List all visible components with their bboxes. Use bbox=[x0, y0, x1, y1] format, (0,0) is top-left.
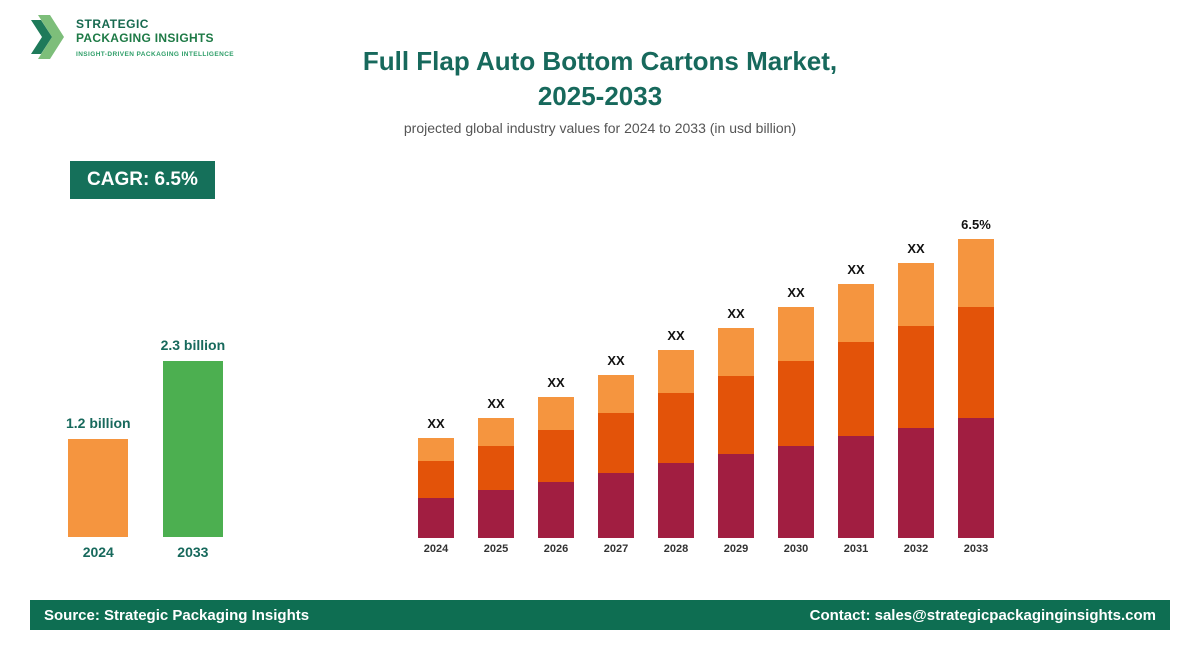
logo-line1: STRATEGIC bbox=[76, 17, 149, 31]
bar-stack bbox=[718, 328, 754, 538]
x-axis-label: 2027 bbox=[603, 543, 629, 555]
bar-value-label: XX bbox=[907, 241, 925, 256]
bar-stack bbox=[658, 350, 694, 538]
segment-middle bbox=[418, 461, 454, 498]
x-axis-label: 2025 bbox=[483, 543, 509, 555]
x-axis-label: 2028 bbox=[663, 543, 689, 555]
chart-subtitle: projected global industry values for 202… bbox=[403, 120, 797, 136]
segment-bottom bbox=[538, 482, 574, 538]
footer-source: Source: Strategic Packaging Insights bbox=[44, 606, 310, 624]
bar-value-label: XX bbox=[427, 416, 445, 431]
x-axis-label: 2031 bbox=[843, 543, 869, 555]
mini-bar-year-label: 2033 bbox=[177, 544, 209, 560]
x-axis-label: 2029 bbox=[723, 543, 749, 555]
segment-middle bbox=[958, 307, 994, 418]
bar-group: XX 2030 bbox=[778, 285, 814, 555]
main-chart: XX 2024 XX 2025 XX 2026 XX 2027 XX 2028 XX 2029 XX 20… bbox=[418, 217, 994, 555]
segment-bottom bbox=[838, 436, 874, 538]
mini-bar bbox=[162, 361, 223, 537]
bar-value-label: XX bbox=[547, 375, 565, 390]
bar-stack bbox=[778, 307, 814, 538]
segment-top bbox=[778, 307, 814, 361]
segment-bottom bbox=[718, 454, 754, 538]
bar-group: 6.5% 2033 bbox=[958, 217, 994, 555]
bar-value-label: 6.5% bbox=[961, 217, 991, 232]
cagr-badge: CAGR: 6.5% bbox=[70, 161, 215, 199]
bar-group: XX 2027 bbox=[598, 353, 634, 555]
segment-top bbox=[718, 328, 754, 376]
segment-bottom bbox=[958, 418, 994, 538]
mini-bar-group: 2.3 billion 2033 bbox=[161, 337, 226, 560]
segment-middle bbox=[658, 393, 694, 463]
segment-middle bbox=[838, 342, 874, 436]
logo-text: STRATEGIC PACKAGING INSIGHTS INSIGHT-DRI… bbox=[76, 14, 234, 58]
segment-middle bbox=[598, 413, 634, 473]
mini-bar-year-label: 2024 bbox=[82, 544, 114, 560]
segment-top bbox=[478, 418, 514, 446]
x-axis-label: 2030 bbox=[783, 543, 809, 555]
segment-bottom bbox=[478, 490, 514, 538]
segment-bottom bbox=[658, 463, 694, 538]
bar-value-label: XX bbox=[847, 262, 865, 277]
bar-value-label: XX bbox=[667, 328, 685, 343]
bar-value-label: XX bbox=[787, 285, 805, 300]
segment-middle bbox=[538, 430, 574, 482]
x-axis-label: 2033 bbox=[963, 543, 989, 555]
bar-group: XX 2025 bbox=[478, 396, 514, 555]
segment-top bbox=[418, 438, 454, 461]
logo-line2: PACKAGING INSIGHTS bbox=[76, 31, 214, 45]
mini-bar-value-label: 2.3 billion bbox=[160, 337, 226, 353]
chevron-logo-icon bbox=[31, 15, 64, 59]
header: Full Flap Auto Bottom Cartons Market, 20… bbox=[0, 44, 1200, 136]
footer-bar: Source: Strategic Packaging Insights Con… bbox=[30, 600, 1170, 630]
segment-bottom bbox=[778, 446, 814, 538]
bar-group: XX 2029 bbox=[718, 306, 754, 555]
brand-logo: STRATEGIC PACKAGING INSIGHTS INSIGHT-DRI… bbox=[30, 14, 234, 60]
bar-value-label: XX bbox=[607, 353, 625, 368]
mini-bar bbox=[68, 439, 129, 537]
bar-value-label: XX bbox=[727, 306, 745, 321]
footer-contact: Contact: sales@strategicpackaginginsight… bbox=[809, 606, 1156, 624]
logo-tagline: INSIGHT-DRIVEN PACKAGING INTELLIGENCE bbox=[76, 51, 235, 58]
bar-stack bbox=[478, 418, 514, 538]
segment-middle bbox=[718, 376, 754, 454]
bar-group: XX 2031 bbox=[838, 262, 874, 555]
bar-stack bbox=[838, 284, 874, 538]
mini-bar-group: 1.2 billion 2024 bbox=[66, 415, 131, 560]
bar-value-label: XX bbox=[487, 396, 505, 411]
segment-bottom bbox=[418, 498, 454, 538]
segment-top bbox=[898, 263, 934, 326]
chart-title-line2: 2025-2033 bbox=[537, 81, 663, 111]
segment-bottom bbox=[898, 428, 934, 538]
bar-stack bbox=[538, 397, 574, 538]
bar-stack bbox=[598, 375, 634, 538]
segment-top bbox=[598, 375, 634, 413]
segment-middle bbox=[778, 361, 814, 446]
segment-top bbox=[658, 350, 694, 393]
segment-middle bbox=[898, 326, 934, 428]
segment-top bbox=[958, 239, 994, 307]
segment-top bbox=[538, 397, 574, 430]
bar-stack bbox=[898, 263, 934, 538]
bar-group: XX 2024 bbox=[418, 416, 454, 555]
bar-group: XX 2026 bbox=[538, 375, 574, 555]
segment-middle bbox=[478, 446, 514, 490]
bar-stack bbox=[958, 239, 994, 538]
mini-bar-value-label: 1.2 billion bbox=[66, 415, 131, 431]
bar-group: XX 2032 bbox=[898, 241, 934, 555]
x-axis-label: 2026 bbox=[543, 543, 569, 555]
mini-chart: 1.2 billion 2024 2.3 billion 2033 bbox=[66, 337, 225, 560]
bar-stack bbox=[418, 438, 454, 538]
segment-top bbox=[838, 284, 874, 342]
x-axis-label: 2032 bbox=[903, 543, 929, 555]
bar-group: XX 2028 bbox=[658, 328, 694, 555]
chart-title-line1: Full Flap Auto Bottom Cartons Market, bbox=[362, 46, 838, 76]
x-axis-label: 2024 bbox=[423, 543, 449, 555]
segment-bottom bbox=[598, 473, 634, 538]
